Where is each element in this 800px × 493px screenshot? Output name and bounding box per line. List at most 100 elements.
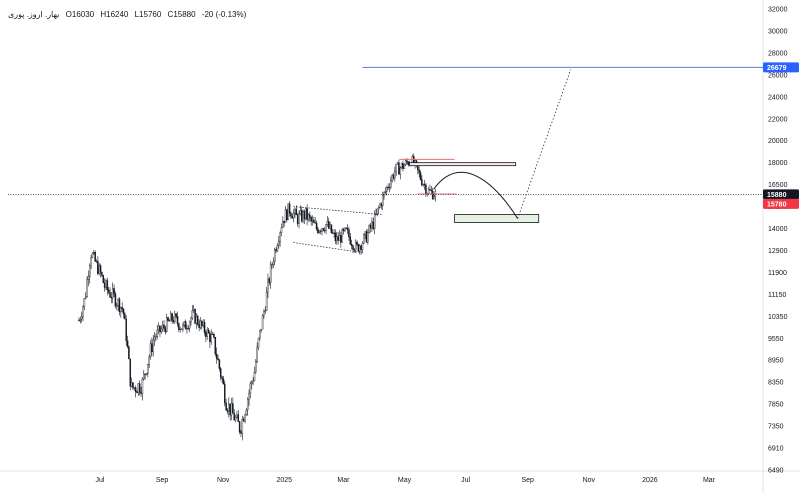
candle-body (390, 180, 392, 188)
candle-body (188, 321, 191, 329)
price-tag-target (763, 62, 799, 73)
candle-body (418, 169, 420, 173)
x-tick-label: Jul (96, 477, 105, 484)
candle-body (180, 328, 183, 330)
candle-body (203, 322, 206, 333)
candle-body (153, 336, 156, 341)
y-tick-label: 22000 (768, 116, 788, 123)
candle-body (319, 230, 322, 232)
candle-body (365, 231, 368, 243)
candle-body (145, 373, 148, 375)
candle-body (327, 221, 330, 229)
candle-body (251, 381, 253, 384)
candle-body (183, 321, 186, 326)
candle-body (209, 332, 211, 342)
candle-body (336, 236, 338, 242)
candle-body (425, 184, 427, 195)
candle-body (229, 403, 231, 416)
legend-open: O16030 (65, 10, 95, 19)
x-tick-label: 2025 (277, 477, 293, 484)
candle-body (302, 211, 304, 222)
candle-body (120, 307, 122, 313)
candle-body (225, 402, 227, 411)
candle-body (422, 184, 424, 186)
candle-body (395, 163, 397, 172)
candle-body (192, 309, 195, 311)
candle-body (340, 235, 342, 243)
candle-body (249, 383, 252, 394)
candle-body (373, 213, 376, 229)
candle-body (429, 189, 431, 191)
candle-body (333, 232, 335, 234)
candle-body (230, 403, 233, 416)
candle-body (280, 227, 283, 233)
candle-body (187, 327, 190, 329)
candle-body (368, 224, 370, 233)
candle-body (141, 378, 144, 394)
candle-body (372, 221, 375, 229)
candle-body (403, 164, 406, 169)
candle-body (178, 323, 180, 330)
candle-body (170, 313, 172, 322)
resistance-box (409, 162, 517, 167)
candle-body (168, 320, 171, 322)
candle-body (354, 241, 357, 251)
candle-body (241, 419, 244, 434)
candle-body (222, 378, 225, 385)
candle-body (179, 328, 181, 330)
candle-body (165, 317, 168, 333)
candle-body (346, 228, 349, 230)
candle-body (97, 260, 99, 274)
candle-body (86, 279, 88, 297)
x-tick-label: May (398, 477, 412, 484)
candle-body (294, 208, 296, 214)
candle-body (163, 324, 165, 328)
candle-body (121, 307, 123, 310)
candle-body (341, 229, 343, 243)
candle-body (126, 340, 129, 347)
legend-low: L15760 (134, 10, 162, 19)
candle-body (156, 329, 159, 337)
candle-body (291, 216, 294, 219)
candle-body (144, 373, 146, 375)
price-tag-close (763, 189, 799, 200)
candle-body (287, 203, 289, 221)
candle-body (236, 414, 238, 418)
projection-arc (433, 171, 519, 219)
candle-body (268, 278, 271, 283)
candle-body (134, 387, 137, 393)
candle-body (376, 208, 379, 215)
candle-body (167, 317, 169, 321)
candle-body (129, 358, 132, 387)
candle-body (148, 356, 150, 365)
candle-body (406, 160, 408, 163)
candle-body (396, 162, 399, 165)
candle-body (213, 334, 215, 338)
candle-body (107, 289, 110, 293)
candle-body (136, 391, 138, 394)
candle-body (271, 264, 273, 266)
price-tag-low (763, 198, 799, 209)
candle-body (332, 232, 334, 234)
candle-body (114, 293, 117, 307)
candle-body (98, 265, 100, 274)
candle-body (342, 229, 345, 232)
candle-body (202, 322, 204, 326)
legend-high: H16240 (100, 10, 129, 19)
candle-body (299, 210, 302, 215)
candle-body (300, 210, 303, 222)
candle-body (338, 235, 341, 241)
candle-body (102, 275, 105, 284)
candle-body (309, 214, 311, 218)
legend-change: -20 (-0.13%) (201, 10, 247, 19)
candle-body (323, 230, 326, 232)
candle-body (155, 336, 157, 338)
candle-body (290, 212, 292, 217)
candle-body (398, 162, 400, 175)
y-tick-label: 32000 (768, 7, 788, 14)
candle-body (106, 280, 109, 291)
candle-body (352, 245, 354, 250)
support-box (454, 214, 540, 223)
candle-body (307, 214, 310, 220)
